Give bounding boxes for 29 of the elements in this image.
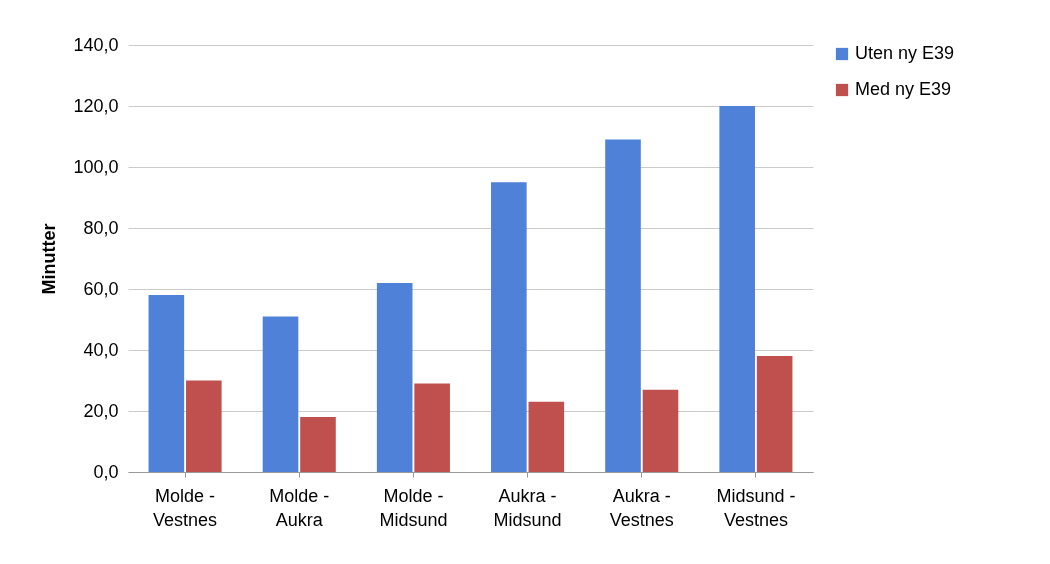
bar (528, 401, 565, 472)
legend-label: Med ny E39 (855, 79, 952, 99)
bar (719, 106, 755, 472)
y-tick-label: 120,0 (73, 95, 119, 116)
bar (262, 316, 299, 472)
x-tick-label: Aukra - Midsund (493, 485, 562, 530)
y-axis-title: Minutter (39, 223, 60, 295)
x-tick-label: Molde - Vestnes (153, 485, 218, 530)
y-tick-label: 40,0 (83, 339, 119, 360)
y-tick-label: 60,0 (83, 278, 119, 299)
bar (186, 380, 222, 472)
bar (300, 417, 336, 472)
y-tick-label: 0,0 (93, 461, 119, 482)
y-tick-label: 20,0 (83, 400, 119, 421)
y-tick-label: 100,0 (73, 156, 119, 177)
x-tick-label: Molde - Midsund (379, 485, 448, 530)
bar (605, 139, 641, 472)
bar (491, 182, 527, 472)
bar (414, 383, 450, 472)
legend-label: Uten ny E39 (855, 43, 955, 63)
x-tick-label: Aukra - Vestnes (609, 485, 674, 530)
x-tick-label: Molde - Aukra (269, 485, 330, 530)
y-tick-label: 80,0 (83, 217, 119, 238)
bar (148, 295, 185, 472)
bar (756, 356, 793, 472)
bar (642, 389, 679, 472)
bar (376, 282, 413, 472)
x-tick-label: Midsund - Vestnes (716, 485, 796, 530)
y-tick-label: 140,0 (73, 34, 119, 55)
